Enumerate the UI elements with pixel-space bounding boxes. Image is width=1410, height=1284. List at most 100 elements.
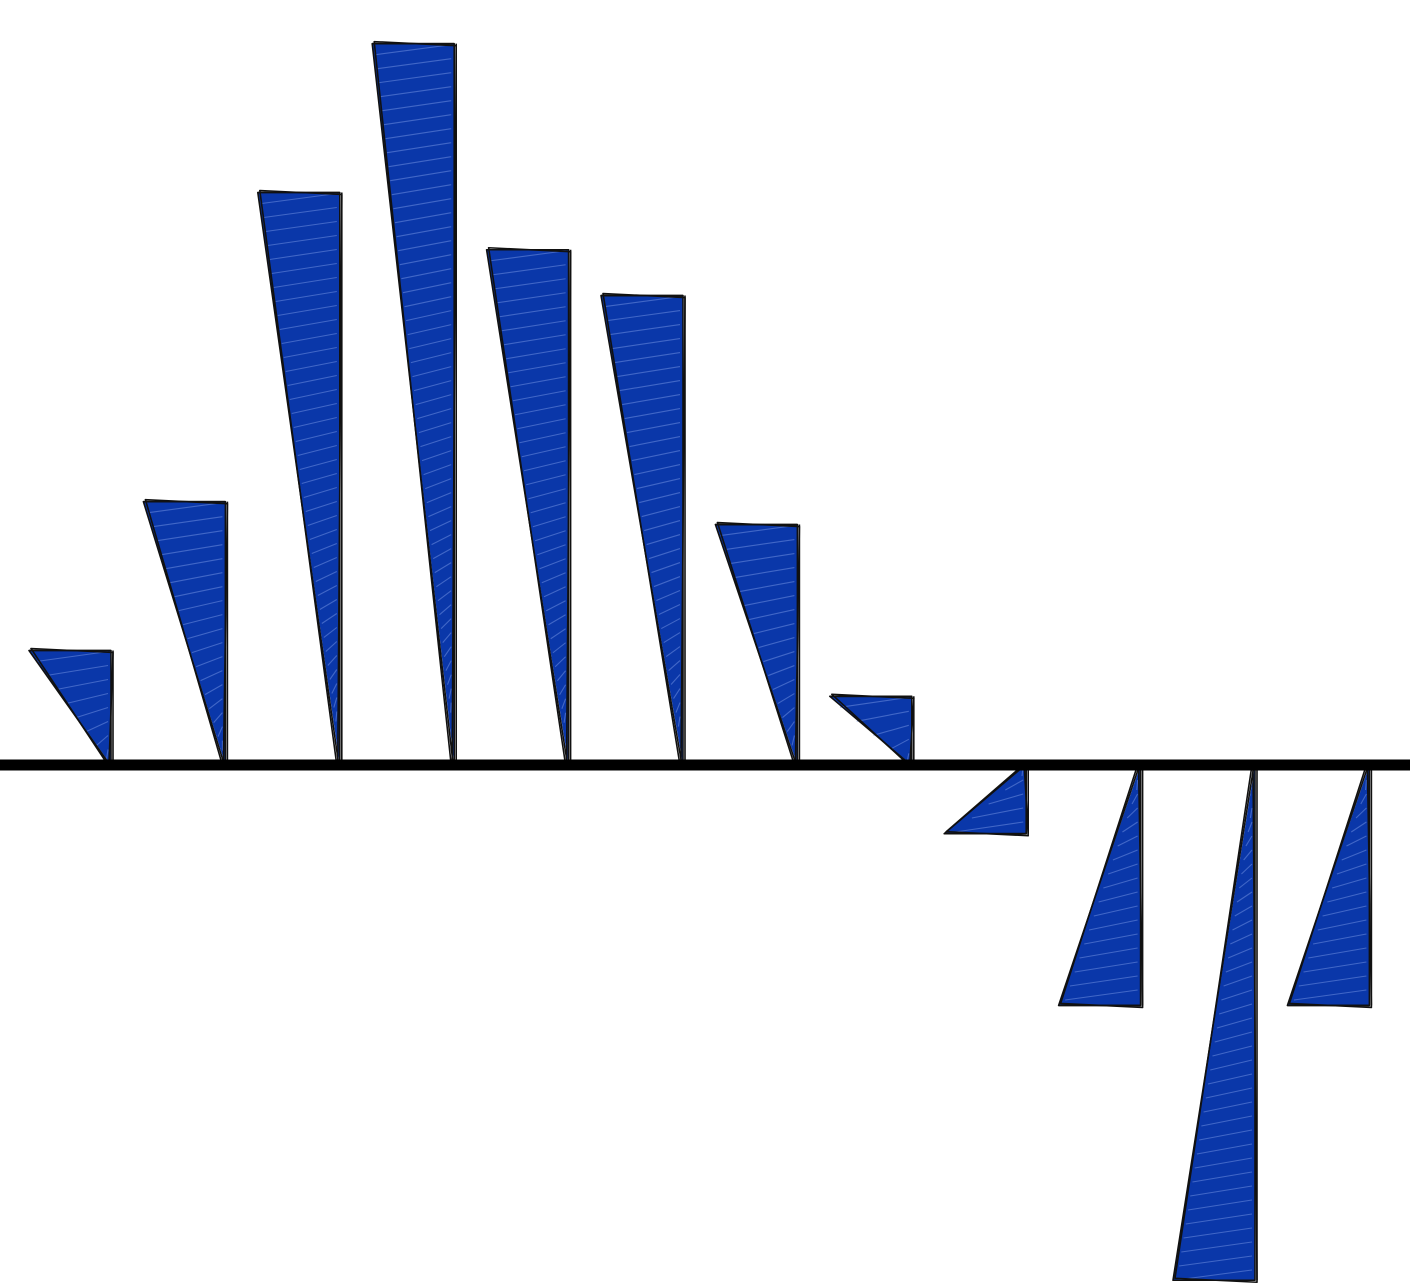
bar-hatch xyxy=(329,669,338,680)
bar-hatch xyxy=(1207,1073,1253,1085)
bars-group xyxy=(28,40,1373,1284)
bar-hatch xyxy=(617,366,681,378)
bar-hatch xyxy=(656,590,681,602)
bar-hatch xyxy=(148,502,223,514)
bar-hatch xyxy=(421,450,452,462)
bar-hatch xyxy=(1181,1241,1253,1253)
bar-hatch xyxy=(105,749,109,760)
bar-hatch xyxy=(1093,905,1138,917)
bar-hatch xyxy=(720,525,795,537)
bar-hatch xyxy=(508,362,566,374)
bar-hatch xyxy=(423,464,452,476)
bar-hatch xyxy=(76,706,109,719)
bar-hatch xyxy=(273,276,337,289)
bar-hatch xyxy=(1136,779,1139,791)
bar-hatch xyxy=(217,726,223,737)
bar-hatch xyxy=(434,562,452,574)
bar-hatch xyxy=(1243,849,1253,861)
bar-hatch xyxy=(494,278,566,290)
bar-hatch xyxy=(663,632,681,644)
bar-hatch xyxy=(512,390,566,402)
bar-6 xyxy=(600,292,686,766)
bar-hatch xyxy=(1225,961,1253,973)
bar-hatch xyxy=(1005,779,1024,791)
bar-hatch xyxy=(161,544,223,556)
bar-hatch xyxy=(548,614,566,626)
bar-hatch xyxy=(279,318,337,331)
bar-hatch xyxy=(675,702,681,713)
bar-5 xyxy=(485,246,572,766)
bar-hatch xyxy=(183,614,223,626)
bar-hatch xyxy=(1332,877,1367,889)
bar-hatch xyxy=(1112,849,1138,861)
bar-hatch xyxy=(187,628,223,640)
bar-hatch xyxy=(1238,877,1253,889)
bar-hatch xyxy=(517,418,566,430)
bar-hatch xyxy=(265,220,337,233)
bar-hatch xyxy=(382,100,452,112)
bar-hatch xyxy=(1322,905,1367,917)
bar-hatch xyxy=(546,600,566,612)
bar-hatch xyxy=(668,660,681,671)
bar-hatch xyxy=(1192,1171,1253,1183)
bar-hatch xyxy=(401,268,452,280)
bar-hatch xyxy=(1234,905,1253,917)
bar-hatch xyxy=(1131,793,1139,805)
bar-hatch xyxy=(772,679,795,691)
bar-hatch xyxy=(1199,1129,1253,1141)
bar-hatch xyxy=(1098,891,1138,903)
bar-hatch xyxy=(96,735,109,746)
bar-hatch xyxy=(156,530,223,542)
bar-hatch xyxy=(1074,961,1138,973)
bar-hatch xyxy=(271,262,337,275)
bar-9 xyxy=(943,764,1029,837)
bar-hatch xyxy=(739,581,795,593)
bar-hatch xyxy=(297,444,337,457)
bar-hatch xyxy=(563,712,567,723)
bar-hatch xyxy=(1241,863,1253,875)
bar-hatch xyxy=(873,724,909,736)
bar-hatch xyxy=(1303,961,1367,973)
bar-hatch xyxy=(561,698,567,709)
bar-hatch xyxy=(1107,863,1138,875)
bar-hatch xyxy=(554,656,566,668)
bar-hatch xyxy=(532,516,566,528)
bar-hatch xyxy=(1221,989,1253,1001)
bar-hatch xyxy=(1088,919,1138,931)
bar-hatch xyxy=(634,464,681,476)
bar-11 xyxy=(1172,764,1258,1284)
bar-hatch xyxy=(417,408,452,420)
bar-2 xyxy=(142,498,229,766)
bar-hatch xyxy=(407,324,452,336)
bar-hatch xyxy=(285,360,337,373)
bar-10 xyxy=(1057,764,1144,1009)
bar-12 xyxy=(1286,764,1373,1009)
bar-hatch xyxy=(317,585,338,596)
bar-hatch xyxy=(377,58,452,70)
bar-hatch xyxy=(1079,947,1138,959)
bar-hatch xyxy=(782,707,795,718)
bar-hatch xyxy=(313,556,338,569)
bar-hatch xyxy=(514,404,566,416)
bar-hatch xyxy=(729,553,795,565)
bar-hatch xyxy=(1308,947,1367,959)
bar-hatch xyxy=(1293,989,1367,1001)
bar-hatch xyxy=(426,492,452,504)
bar-hatch xyxy=(404,296,452,308)
bar-hatch xyxy=(275,290,337,303)
bar-hatch xyxy=(213,712,223,724)
bar-hatch xyxy=(413,380,452,392)
bar-hatch xyxy=(289,388,337,401)
bar-hatch xyxy=(303,486,337,499)
bar-hatch xyxy=(299,458,337,471)
bar-hatch xyxy=(604,296,681,308)
bar-hatch xyxy=(1317,919,1367,931)
bar-hatch xyxy=(497,292,566,304)
bar-1 xyxy=(28,647,114,766)
bar-hatch xyxy=(388,156,452,168)
bar-hatch xyxy=(402,282,452,294)
bar-hatch xyxy=(622,394,681,406)
bar-hatch xyxy=(386,142,452,154)
bar-hatch xyxy=(281,332,337,345)
bar-hatch xyxy=(391,184,452,196)
